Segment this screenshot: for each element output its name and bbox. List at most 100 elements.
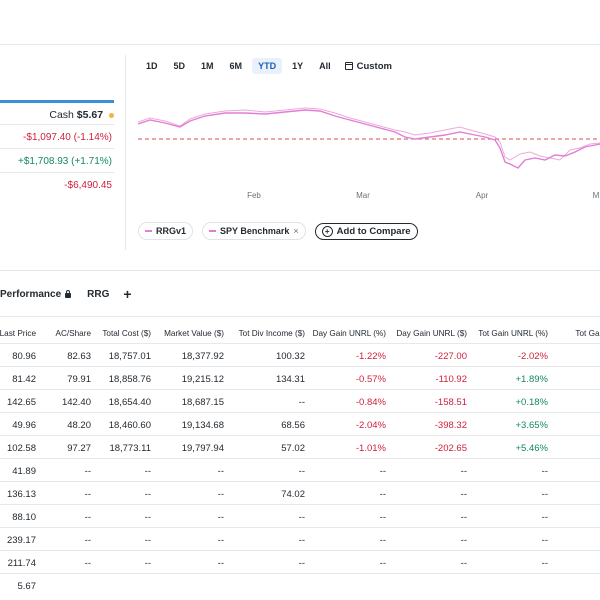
range-button-ytd[interactable]: YTD bbox=[252, 58, 283, 74]
table-cell: 18,757.01 bbox=[108, 351, 151, 362]
add-to-compare-label: Add to Compare bbox=[336, 225, 411, 237]
table-row[interactable]: 136.13------74.02------- bbox=[0, 481, 600, 505]
benchmark-swatch-icon bbox=[209, 230, 217, 232]
table-cell: 79.91 bbox=[67, 374, 91, 385]
table-cell: -202.65 bbox=[434, 443, 467, 454]
table-cell: 49.96 bbox=[12, 420, 36, 431]
table-cell: 88.10 bbox=[12, 512, 36, 523]
legend-series-pill[interactable]: RRGv1 bbox=[138, 222, 194, 240]
x-tick-label: Feb bbox=[247, 191, 261, 200]
table-cell: 142.40 bbox=[61, 397, 91, 408]
table-cell: 97.27 bbox=[67, 443, 91, 454]
plus-circle-icon: + bbox=[321, 225, 333, 237]
table-cell: +1.89% bbox=[515, 374, 549, 385]
legend-benchmark-pill[interactable]: SPY Benchmark × bbox=[202, 222, 306, 240]
tab-performance-label: Performance bbox=[0, 288, 62, 300]
column-header[interactable]: AC/Share bbox=[55, 329, 92, 338]
table-cell: 239.17 bbox=[6, 535, 36, 546]
summary-row-realized: -$6,490.45 bbox=[0, 172, 114, 197]
column-header[interactable]: Tot Gain UN bbox=[575, 329, 600, 338]
x-tick-label: M bbox=[593, 191, 600, 200]
table-cell: 100.32 bbox=[275, 351, 305, 362]
view-tabs: Performance RRG + bbox=[0, 285, 132, 303]
table-row[interactable]: 239.17--------------- bbox=[0, 527, 600, 551]
table-cell: 48.20 bbox=[67, 420, 91, 431]
table-row[interactable]: 88.10--------------- bbox=[0, 504, 600, 528]
table-cell: 82.63 bbox=[67, 351, 91, 362]
table-cell: -- bbox=[298, 466, 305, 477]
realized-value: -$6,490.45 bbox=[64, 180, 112, 191]
table-cell: -- bbox=[541, 512, 548, 523]
range-button-6m[interactable]: 6M bbox=[229, 61, 243, 71]
table-cell: -- bbox=[379, 512, 386, 523]
table-cell: -- bbox=[217, 535, 224, 546]
time-range-selector: 1D 5D 1M 6M YTD 1Y All Custom bbox=[140, 57, 396, 75]
table-cell: 68.56 bbox=[281, 420, 305, 431]
table-cell: -2.04% bbox=[355, 420, 386, 431]
table-cell: 5.67 bbox=[17, 581, 37, 592]
table-row[interactable]: 142.65 142.40 18,654.40 18,687.15 -- -0.84% -1… bbox=[0, 389, 600, 413]
lock-icon bbox=[65, 289, 72, 298]
table-cell: -- bbox=[460, 489, 467, 500]
column-header[interactable]: Day Gain UNRL ($) bbox=[396, 329, 467, 338]
tabs-divider bbox=[0, 316, 600, 317]
range-button-1m[interactable]: 1M bbox=[201, 61, 214, 71]
table-cell: -- bbox=[217, 512, 224, 523]
table-row[interactable]: 81.42 79.91 18,858.76 19,215.12 134.31 -0.57%… bbox=[0, 366, 600, 390]
range-button-5d[interactable]: 5D bbox=[173, 61, 186, 71]
table-cell: -- bbox=[144, 489, 151, 500]
table-row[interactable]: 80.96 82.63 18,757.01 18,377.92 100.32 -1.22%… bbox=[0, 343, 600, 367]
tab-performance[interactable]: Performance bbox=[0, 288, 72, 300]
table-cell: -- bbox=[144, 535, 151, 546]
table-cell: -158.51 bbox=[434, 397, 467, 408]
table-row[interactable]: 49.96 48.20 18,460.60 19,134.68 68.56 -2.04% -… bbox=[0, 412, 600, 436]
table-cell: -0.57% bbox=[355, 374, 386, 385]
table-cell: -0.84% bbox=[355, 397, 386, 408]
range-button-1y[interactable]: 1Y bbox=[292, 61, 304, 71]
table-cell: +3.65% bbox=[515, 420, 549, 431]
custom-range-button[interactable]: Custom bbox=[341, 58, 396, 75]
column-header[interactable]: Tot Gain UNRL (%) bbox=[478, 329, 548, 338]
table-cell: -- bbox=[298, 512, 305, 523]
top-header-band bbox=[0, 0, 600, 45]
column-header[interactable]: Tot Div Income ($) bbox=[238, 329, 305, 338]
table-cell: -- bbox=[460, 512, 467, 523]
table-header: Last Price AC/Share Total Cost ($) Market V… bbox=[0, 325, 600, 343]
table-row[interactable]: 41.89--------------- bbox=[0, 458, 600, 482]
table-cell: 19,134.68 bbox=[181, 420, 224, 431]
table-row[interactable]: 102.58 97.27 18,773.11 19,797.94 57.02 -1.01%… bbox=[0, 435, 600, 459]
tab-rrg-label: RRG bbox=[87, 288, 110, 300]
table-cell: 81.42 bbox=[12, 374, 36, 385]
remove-benchmark-icon[interactable]: × bbox=[293, 226, 299, 236]
tab-rrg[interactable]: RRG bbox=[87, 289, 109, 300]
benchmark-name: SPY Benchmark bbox=[220, 226, 290, 236]
table-cell: -227.00 bbox=[434, 351, 467, 362]
table-cell: -- bbox=[84, 558, 91, 569]
column-header[interactable]: Last Price bbox=[0, 329, 36, 338]
table-cell: 18,377.92 bbox=[181, 351, 224, 362]
table-cell: -- bbox=[217, 466, 224, 477]
range-button-1d[interactable]: 1D bbox=[146, 61, 158, 71]
column-header[interactable]: Market Value ($) bbox=[164, 329, 224, 338]
add-view-button[interactable]: + bbox=[123, 286, 132, 302]
table-cell: -- bbox=[144, 466, 151, 477]
table-cell: -- bbox=[298, 558, 305, 569]
table-row[interactable]: 211.74--------------- bbox=[0, 550, 600, 574]
table-row[interactable]: 5.67 bbox=[0, 573, 600, 597]
table-cell: 74.02 bbox=[281, 489, 305, 500]
summary-row-total-gain: +$1,708.93 (+1.71%) bbox=[0, 148, 114, 173]
table-cell: -- bbox=[460, 558, 467, 569]
cash-value: $5.67 bbox=[76, 109, 104, 121]
table-cell: -- bbox=[460, 535, 467, 546]
add-to-compare-button[interactable]: + Add to Compare bbox=[314, 222, 418, 240]
table-cell: -1.22% bbox=[355, 351, 386, 362]
table-cell: -- bbox=[84, 535, 91, 546]
table-cell: -- bbox=[144, 512, 151, 523]
range-button-all[interactable]: All bbox=[319, 61, 331, 71]
column-header[interactable]: Day Gain UNRL (%) bbox=[312, 329, 386, 338]
panel-divider bbox=[125, 55, 126, 250]
column-header[interactable]: Total Cost ($) bbox=[102, 329, 151, 338]
table-cell: -- bbox=[379, 466, 386, 477]
cash-dot-icon bbox=[109, 112, 114, 118]
cash-indicator: Cash $5.67 bbox=[49, 109, 114, 121]
